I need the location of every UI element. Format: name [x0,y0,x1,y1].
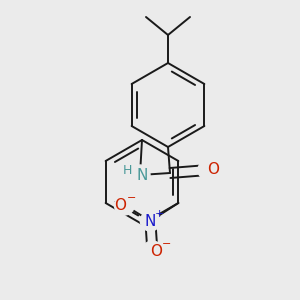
Circle shape [130,165,150,185]
Text: H: H [122,164,132,176]
Circle shape [140,211,160,231]
Text: −: − [162,239,171,249]
Text: −: − [127,193,136,203]
Text: +: + [155,209,164,219]
Circle shape [114,195,134,215]
Text: O: O [150,244,162,259]
Text: N: N [136,167,148,182]
Text: O: O [207,163,219,178]
Text: O: O [114,197,126,212]
Text: N: N [145,214,156,229]
Circle shape [142,241,162,261]
Circle shape [198,160,218,180]
